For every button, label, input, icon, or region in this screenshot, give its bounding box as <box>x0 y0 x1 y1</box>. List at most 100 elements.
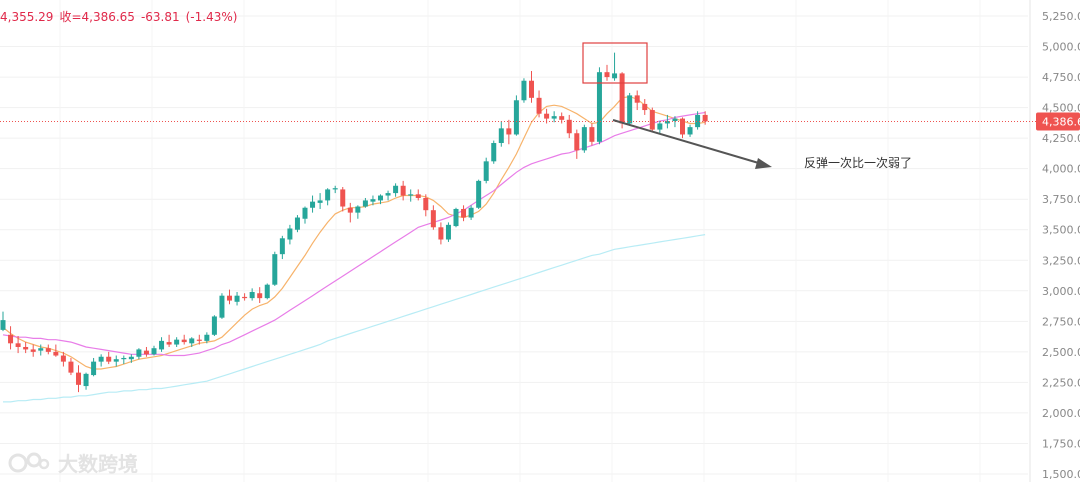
y-tick-label: 2,000.00 <box>1042 407 1080 420</box>
candle-body <box>143 350 149 355</box>
candle-body <box>468 207 474 218</box>
candle-body <box>664 121 670 124</box>
candle-body <box>445 224 451 240</box>
candle-body <box>483 161 489 181</box>
candle-body <box>166 342 172 345</box>
change-percent: (-1.43%) <box>185 10 238 24</box>
last-price-badge <box>1036 112 1080 131</box>
y-tick-label: 4,000.00 <box>1042 163 1080 176</box>
candle-body <box>302 207 308 219</box>
candle-body <box>181 339 187 343</box>
candle-body <box>60 355 66 362</box>
candle-body <box>536 97 542 114</box>
candle-body <box>227 295 232 301</box>
candle-body <box>627 95 633 124</box>
trend-arrow <box>612 119 763 165</box>
y-tick-label: 2,500.00 <box>1042 346 1080 359</box>
candle-body <box>642 103 648 111</box>
candle-body <box>574 133 580 151</box>
candle-body <box>106 356 112 362</box>
candle-body <box>415 194 421 198</box>
candle-body <box>136 349 142 357</box>
candle-body <box>355 206 361 213</box>
candle-body <box>453 208 459 227</box>
candle-body <box>589 127 595 142</box>
candle-body <box>219 295 225 318</box>
watermark-logo-icon <box>8 452 50 472</box>
candle-body <box>378 195 383 201</box>
y-tick-label: 4,750.00 <box>1042 71 1080 84</box>
y-tick-label: 2,250.00 <box>1042 376 1080 389</box>
candle-body <box>174 339 180 345</box>
y-tick-label: 3,250.00 <box>1042 254 1080 267</box>
candle-body <box>461 208 467 218</box>
watermark: 大数跨境 <box>8 448 138 477</box>
candle-body <box>393 185 399 194</box>
candle-body <box>362 200 368 207</box>
candle-body <box>121 357 127 360</box>
candle-body <box>332 188 338 190</box>
candle-body <box>189 338 195 344</box>
candle-body <box>76 372 81 385</box>
candle-body <box>257 293 263 299</box>
candle-body <box>370 199 376 202</box>
candle-body <box>204 334 210 341</box>
candle-body <box>30 349 36 352</box>
candle-body <box>612 73 618 79</box>
candle-body <box>159 340 165 350</box>
candle-body <box>38 348 44 351</box>
moving-average-line <box>3 234 706 403</box>
candle-body <box>672 118 678 122</box>
candle-body <box>438 227 444 240</box>
partial-value: 4,355.29 <box>0 10 54 24</box>
candle-body <box>211 316 217 335</box>
last-price-label: 4,386.6 <box>1042 115 1080 128</box>
candle-body <box>53 351 59 356</box>
candle-body <box>687 127 693 135</box>
candle-body <box>521 80 527 101</box>
candle-body <box>68 361 74 373</box>
candle-body <box>340 189 346 207</box>
candle-body <box>249 292 255 299</box>
candle-body <box>385 193 391 196</box>
y-tick-label: 3,750.00 <box>1042 193 1080 206</box>
candle-body <box>15 343 21 347</box>
candle-body <box>310 201 316 208</box>
candle-body <box>604 72 610 78</box>
candle-body <box>242 296 248 299</box>
candle-body <box>264 284 270 299</box>
candle-body <box>657 123 663 130</box>
trend-arrow-head <box>755 158 772 169</box>
candle-body <box>551 116 557 119</box>
candle-body <box>476 180 482 208</box>
y-tick-label: 1,500.00 <box>1042 468 1080 481</box>
candle-body <box>91 361 97 376</box>
candle-body <box>317 200 323 203</box>
candle-body <box>8 334 14 344</box>
candle-body <box>347 207 353 213</box>
candle-body <box>649 110 655 130</box>
candle-body <box>634 95 640 103</box>
annotation-text: 反弹一次比一次弱了 <box>804 156 913 170</box>
candle-body <box>680 118 685 135</box>
y-tick-label: 1,750.00 <box>1042 437 1080 450</box>
candle-body <box>408 194 414 196</box>
watermark-text: 大数跨境 <box>58 452 138 476</box>
candle-body <box>559 116 565 120</box>
candle-body <box>325 189 331 201</box>
candle-body <box>400 185 406 196</box>
highlight-box <box>582 42 648 84</box>
candle-body <box>151 348 157 355</box>
candle-body <box>83 373 89 387</box>
candle-body <box>423 197 429 211</box>
candle-body <box>529 80 534 98</box>
y-tick-label: 4,250.00 <box>1042 132 1080 145</box>
moving-average-line <box>2 111 706 357</box>
candle-body <box>702 114 708 122</box>
candle-body <box>619 73 625 124</box>
y-tick-label: 5,250.00 <box>1042 10 1080 23</box>
candle-body <box>581 127 587 151</box>
candle-body <box>234 295 240 302</box>
